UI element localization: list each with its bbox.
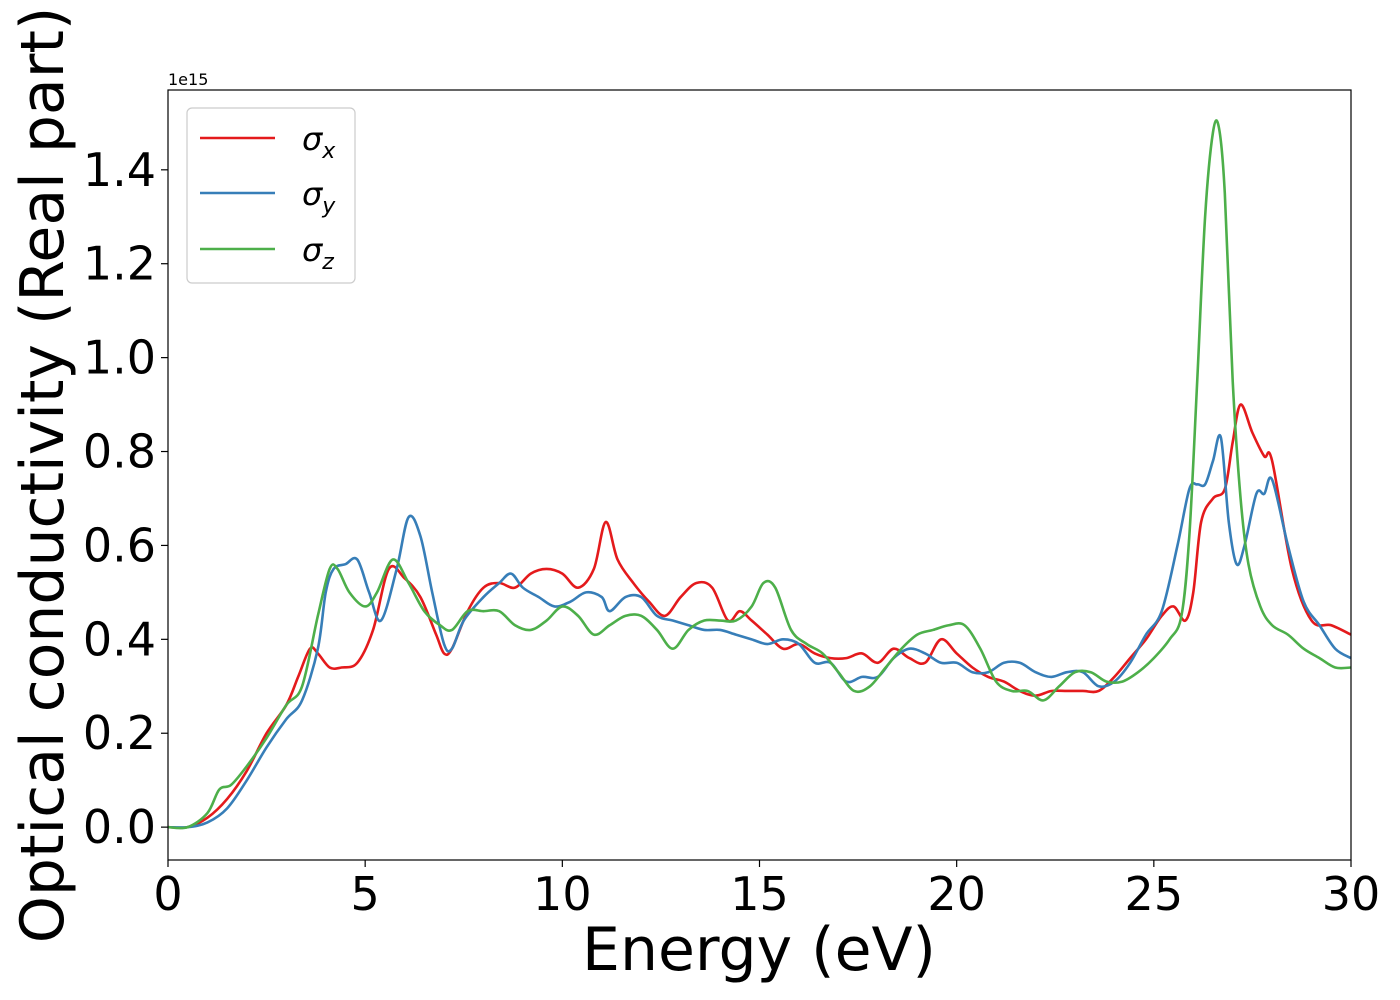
y-axis-ticks: 0.0 0.2 0.4 0.6 0.8 1.0 1.2 1.4 xyxy=(83,143,168,854)
legend-label-sigma-x: σx xyxy=(302,120,336,164)
legend: σx σy σz xyxy=(186,107,356,284)
x-axis-ticks: 0 5 10 15 20 25 30 xyxy=(153,860,1380,921)
y-axis-title: Optical conductivity (Real part) xyxy=(8,7,78,944)
x-tick-label: 20 xyxy=(927,867,986,921)
x-tick-label: 30 xyxy=(1322,867,1381,921)
y-tick-label: 1.2 xyxy=(83,237,156,291)
series-line-sigma-z xyxy=(167,119,1352,830)
x-tick-label: 15 xyxy=(730,867,789,921)
series-lines xyxy=(167,119,1352,830)
y-tick-label: 1.4 xyxy=(83,143,156,197)
y-tick-label: 0.0 xyxy=(83,800,156,854)
x-tick-label: 10 xyxy=(533,867,592,921)
x-tick-label: 5 xyxy=(351,867,380,921)
y-tick-label: 0.4 xyxy=(83,612,156,666)
series-line-sigma-y xyxy=(167,433,1352,829)
legend-label-sigma-z: σz xyxy=(302,231,334,275)
y-tick-label: 0.6 xyxy=(83,518,156,572)
series-line-sigma-x xyxy=(167,403,1352,830)
y-tick-label: 1.0 xyxy=(83,331,156,385)
x-tick-label: 25 xyxy=(1125,867,1184,921)
y-tick-label: 0.8 xyxy=(83,425,156,479)
legend-label-sigma-y: σy xyxy=(302,175,336,219)
legend-box xyxy=(186,107,356,284)
x-axis-title: Energy (eV) xyxy=(582,915,936,985)
y-tick-label: 0.2 xyxy=(83,706,156,760)
x-tick-label: 0 xyxy=(153,867,182,921)
y-offset-label: 1e15 xyxy=(168,70,208,89)
